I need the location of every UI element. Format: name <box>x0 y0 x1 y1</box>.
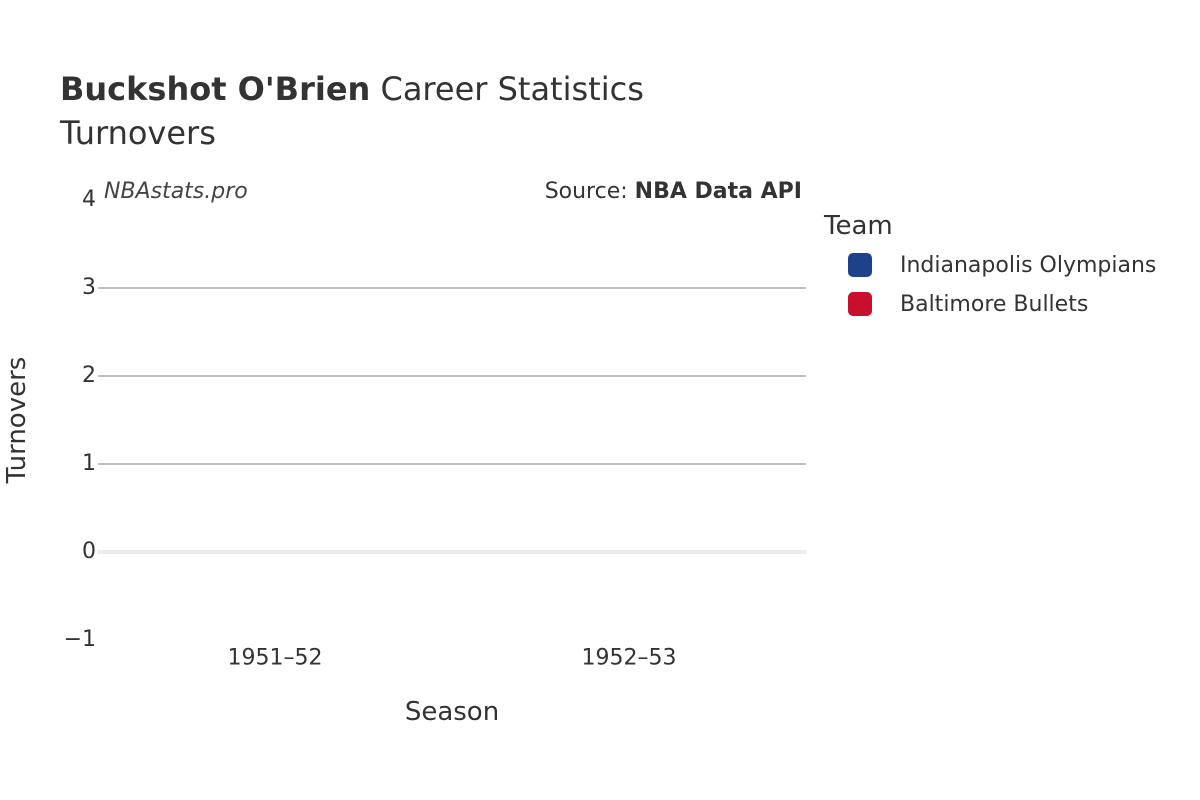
x-tick-label: 1952–53 <box>581 645 677 671</box>
y-tick-label: 0 <box>82 539 96 564</box>
legend-item[interactable]: Indianapolis Olympians <box>848 252 1157 278</box>
y-tick-label: 2 <box>82 363 96 388</box>
legend-title: Team <box>824 211 893 241</box>
x-axis-title: Season <box>404 697 500 727</box>
legend-label: Baltimore Bullets <box>900 291 1089 317</box>
legend-swatch <box>848 292 872 316</box>
chart-title-rest: Career Statistics <box>370 70 644 108</box>
chart-title-player: Buckshot O'Brien <box>60 70 371 108</box>
source-credit: Source: NBA Data API <box>545 178 802 206</box>
watermark: NBAstats.pro <box>104 179 248 204</box>
legend-swatch <box>848 253 872 277</box>
chart-subtitle: Turnovers <box>60 114 216 152</box>
y-tick-label: 4 <box>82 187 96 212</box>
y-axis-title: Turnovers <box>2 356 32 484</box>
y-tick-label: −1 <box>63 627 96 652</box>
source-prefix: Source: <box>544 179 635 204</box>
y-tick-label: 1 <box>82 451 96 476</box>
chart-title: Buckshot O'Brien Career Statistics <box>60 68 644 110</box>
legend-item[interactable]: Baltimore Bullets <box>848 291 1089 317</box>
x-tick-label: 1951–52 <box>227 645 323 671</box>
source-name: NBA Data API <box>634 179 802 204</box>
y-tick-label: 3 <box>82 275 96 300</box>
legend-label: Indianapolis Olympians <box>900 252 1157 278</box>
